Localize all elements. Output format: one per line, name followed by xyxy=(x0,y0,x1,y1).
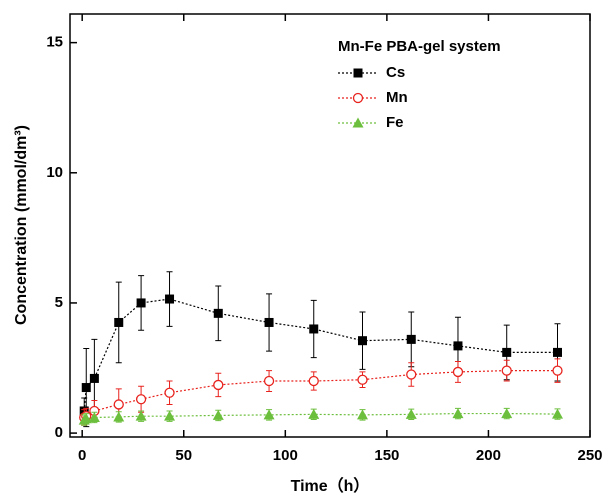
x-tick-label: 150 xyxy=(374,447,399,464)
data-point xyxy=(452,408,464,419)
data-point xyxy=(453,341,463,351)
legend-marker xyxy=(353,68,363,78)
x-tick-label: 50 xyxy=(175,447,192,464)
data-point xyxy=(135,410,147,421)
data-point xyxy=(501,408,513,419)
series-line xyxy=(83,370,558,418)
legend-marker xyxy=(352,92,364,104)
data-point xyxy=(553,347,562,357)
data-point xyxy=(406,334,416,344)
data-point xyxy=(263,375,275,387)
data-point xyxy=(357,374,368,385)
data-point xyxy=(213,308,223,318)
data-point xyxy=(264,317,274,327)
legend-marker xyxy=(352,117,364,128)
data-point xyxy=(502,347,512,357)
data-point xyxy=(89,373,99,383)
data-point xyxy=(80,413,92,424)
data-point xyxy=(552,408,563,419)
data-point xyxy=(212,409,224,420)
data-point xyxy=(452,366,464,378)
y-tick-label: 0 xyxy=(55,424,63,441)
data-point xyxy=(405,408,417,419)
series-line xyxy=(83,412,558,421)
data-point xyxy=(308,375,319,387)
data-point xyxy=(308,408,320,419)
data-point xyxy=(165,294,175,304)
data-point xyxy=(406,369,417,380)
data-point xyxy=(113,411,125,422)
y-tick-label: 10 xyxy=(46,164,63,181)
data-point xyxy=(164,410,176,421)
y-axis-title: Concentration (mmol/dm³) xyxy=(13,125,30,325)
data-point xyxy=(358,336,367,346)
data-point xyxy=(213,379,224,391)
x-tick-label: 100 xyxy=(273,447,298,464)
data-point xyxy=(552,365,563,376)
legend-title: Mn-Fe PBA-gel system xyxy=(338,38,501,55)
data-point xyxy=(357,409,368,420)
data-point xyxy=(164,387,175,398)
data-point xyxy=(501,365,512,376)
data-point xyxy=(135,394,147,405)
plot-frame xyxy=(69,13,591,438)
data-point xyxy=(113,399,124,410)
series-line xyxy=(83,298,558,412)
x-axis-title: Time（h） xyxy=(291,477,370,495)
data-point xyxy=(309,324,319,334)
legend-label: Fe xyxy=(386,114,404,131)
x-tick-label: 200 xyxy=(476,447,501,464)
data-point xyxy=(114,317,124,327)
legend-label: Cs xyxy=(386,64,405,81)
y-tick-label: 15 xyxy=(46,34,63,51)
x-tick-label: 0 xyxy=(78,447,86,464)
data-point xyxy=(136,298,146,308)
data-point xyxy=(88,411,100,422)
x-tick-label: 250 xyxy=(577,447,602,464)
data-point xyxy=(81,383,91,393)
legend-label: Mn xyxy=(386,89,408,106)
data-point xyxy=(263,409,275,420)
y-tick-label: 5 xyxy=(55,294,63,311)
